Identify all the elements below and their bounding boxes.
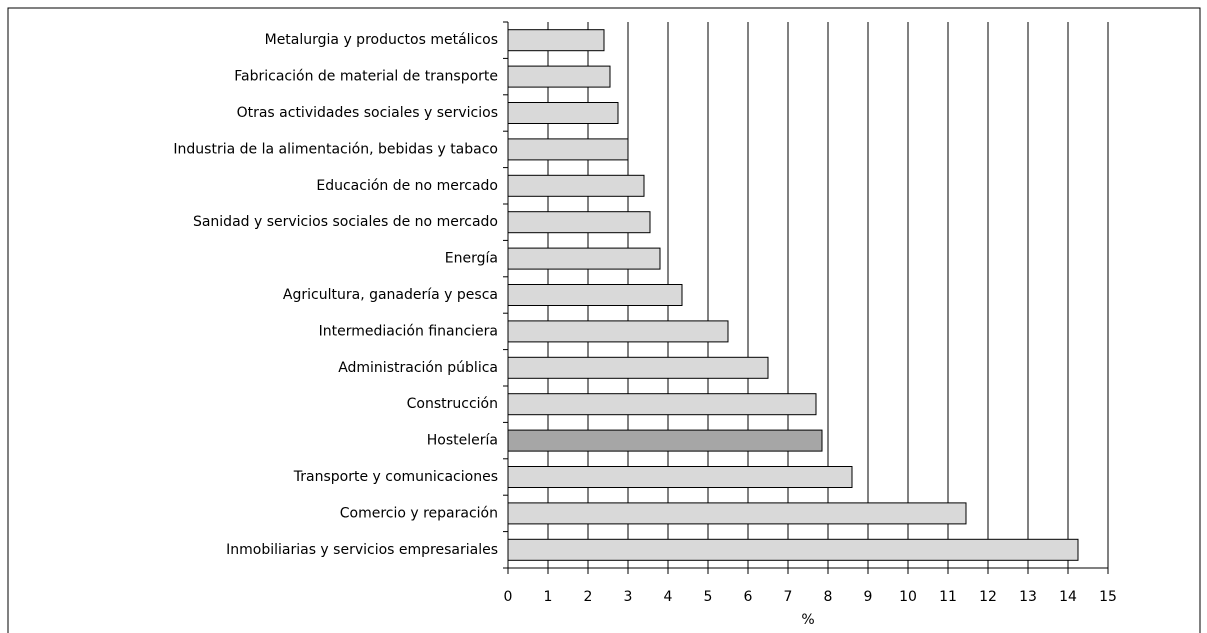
x-tick-label: 4: [664, 589, 673, 605]
frame: [7, 7, 1201, 633]
bar: [507, 502, 967, 525]
y-tick-label: Sanidad y servicios sociales de no merca…: [193, 214, 498, 230]
bar: [507, 138, 629, 161]
y-tick-label: Educación de no mercado: [316, 178, 498, 194]
x-tick-label: 6: [744, 589, 753, 605]
x-tick-label: 12: [979, 589, 997, 605]
y-tick-label: Intermediación financiera: [319, 323, 498, 339]
x-tick-label: 2: [584, 589, 593, 605]
y-tick-label: Administración pública: [338, 360, 498, 376]
x-tick-label: 11: [939, 589, 957, 605]
y-tick-label: Transporte y comunicaciones: [293, 469, 498, 485]
bar: [507, 284, 683, 306]
x-tick-label: 10: [899, 589, 917, 605]
y-tick-label: Construcción: [407, 396, 498, 412]
bar: [507, 247, 661, 270]
x-tick-label: 14: [1059, 589, 1077, 605]
x-tick-label: 3: [624, 589, 633, 605]
x-tick-label: 15: [1099, 589, 1117, 605]
bar: [507, 65, 611, 88]
x-tick-label: 13: [1019, 589, 1037, 605]
x-axis-label: %: [801, 612, 814, 628]
bar: [507, 320, 729, 343]
y-tick-label: Metalurgia y productos metálicos: [265, 32, 498, 48]
bar: [507, 466, 853, 488]
y-tick-label: Inmobiliarias y servicios empresariales: [226, 542, 498, 558]
bar: [507, 211, 651, 234]
bar: [507, 393, 817, 416]
x-tick-label: 9: [864, 589, 873, 605]
y-tick-label: Comercio y reparación: [340, 505, 498, 521]
bar: [507, 174, 645, 197]
x-tick-label: 7: [784, 589, 793, 605]
y-tick-label: Agricultura, ganadería y pesca: [283, 287, 498, 303]
x-tick-label: 1: [544, 589, 553, 605]
y-tick-label: Industria de la alimentación, bebidas y …: [173, 141, 498, 157]
bar: [507, 356, 769, 379]
y-tick-label: Otras actividades sociales y servicios: [237, 105, 498, 121]
bar: [507, 538, 1079, 561]
y-tick-label: Fabricación de material de transporte: [234, 69, 498, 85]
bar: [507, 102, 619, 124]
x-tick-label: 0: [504, 589, 513, 605]
bar: [507, 429, 823, 452]
x-tick-label: 8: [824, 589, 833, 605]
y-tick-label: Hostelería: [427, 433, 498, 449]
y-tick-label: Energía: [445, 251, 498, 267]
x-tick-label: 5: [704, 589, 713, 605]
bar: [507, 29, 605, 52]
